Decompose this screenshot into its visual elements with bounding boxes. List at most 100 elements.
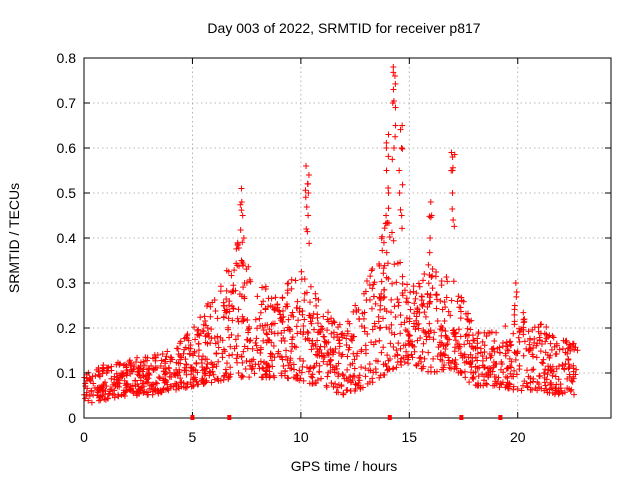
data-point	[226, 298, 233, 305]
data-point	[352, 302, 359, 309]
data-point	[493, 329, 500, 336]
data-point	[461, 368, 468, 375]
data-point	[307, 299, 314, 306]
data-point	[573, 366, 580, 373]
data-point	[201, 372, 208, 379]
data-point	[520, 316, 527, 323]
data-point	[486, 365, 493, 372]
data-point	[329, 347, 336, 354]
data-point	[130, 390, 137, 397]
data-point	[470, 345, 477, 352]
data-point	[302, 187, 309, 194]
data-point	[414, 306, 421, 313]
data-point	[177, 379, 184, 386]
data-point	[258, 301, 265, 308]
data-point	[191, 324, 198, 331]
data-point	[413, 290, 420, 297]
data-point	[195, 340, 202, 347]
data-point	[180, 350, 187, 357]
data-point	[184, 331, 191, 338]
data-point	[372, 300, 379, 307]
data-point	[351, 365, 358, 372]
data-point	[253, 335, 260, 342]
data-point	[268, 328, 275, 335]
data-point	[108, 363, 115, 370]
data-point	[181, 367, 188, 374]
data-point	[389, 156, 396, 163]
data-point	[92, 372, 99, 379]
y-tick-label: 0.2	[57, 320, 77, 336]
data-point	[116, 361, 123, 368]
data-point	[393, 364, 400, 371]
data-point	[547, 363, 554, 370]
data-point	[123, 364, 130, 371]
data-point	[96, 373, 103, 380]
data-point	[252, 339, 259, 346]
data-point	[393, 347, 400, 354]
data-point	[243, 357, 250, 364]
data-point	[457, 315, 464, 322]
data-point	[314, 329, 321, 336]
data-point	[524, 367, 531, 374]
data-point	[404, 328, 411, 335]
data-point	[385, 357, 392, 364]
data-point	[135, 388, 142, 395]
data-point	[160, 377, 167, 384]
data-point	[529, 326, 536, 333]
data-point	[108, 375, 115, 382]
data-point	[403, 295, 410, 302]
data-point	[85, 397, 92, 404]
y-axis-title: SRMTID / TECUs	[6, 183, 22, 293]
data-point	[510, 330, 517, 337]
data-point	[163, 353, 170, 360]
data-point	[491, 337, 498, 344]
data-point	[307, 283, 314, 290]
data-point	[538, 359, 545, 366]
data-point	[208, 326, 215, 333]
data-point	[270, 342, 277, 349]
data-point	[376, 261, 383, 268]
data-point	[429, 285, 436, 292]
data-point	[390, 237, 397, 244]
data-point	[143, 366, 150, 373]
data-point	[141, 362, 148, 369]
data-point	[191, 376, 198, 383]
data-point	[525, 373, 532, 380]
data-point	[426, 334, 433, 341]
data-point	[451, 359, 458, 366]
data-point	[306, 337, 313, 344]
data-point	[415, 280, 422, 287]
data-point	[462, 374, 469, 381]
data-point	[383, 167, 390, 174]
data-point	[457, 369, 464, 376]
data-point	[534, 387, 541, 394]
data-point	[383, 249, 390, 256]
data-point	[383, 139, 390, 146]
data-point	[233, 355, 240, 362]
data-point	[184, 381, 191, 388]
data-point	[392, 104, 399, 111]
data-point	[202, 333, 209, 340]
data-point	[344, 366, 351, 373]
data-point	[352, 385, 359, 392]
data-point	[550, 368, 557, 375]
data-point	[224, 360, 231, 367]
data-point	[404, 281, 411, 288]
data-point	[340, 390, 347, 397]
y-tick-label: 0.8	[57, 50, 77, 66]
data-point	[119, 373, 126, 380]
data-point	[294, 375, 301, 382]
data-point	[397, 330, 404, 337]
data-point	[344, 353, 351, 360]
data-point	[181, 346, 188, 353]
data-point	[202, 318, 209, 325]
data-point	[234, 359, 241, 366]
data-point	[452, 337, 459, 344]
y-tick-label: 0.7	[57, 95, 77, 111]
data-point	[537, 330, 544, 337]
data-point	[563, 337, 570, 344]
data-point	[568, 386, 575, 393]
data-point	[208, 359, 215, 366]
data-point	[481, 348, 488, 355]
axis-markers	[190, 415, 503, 420]
